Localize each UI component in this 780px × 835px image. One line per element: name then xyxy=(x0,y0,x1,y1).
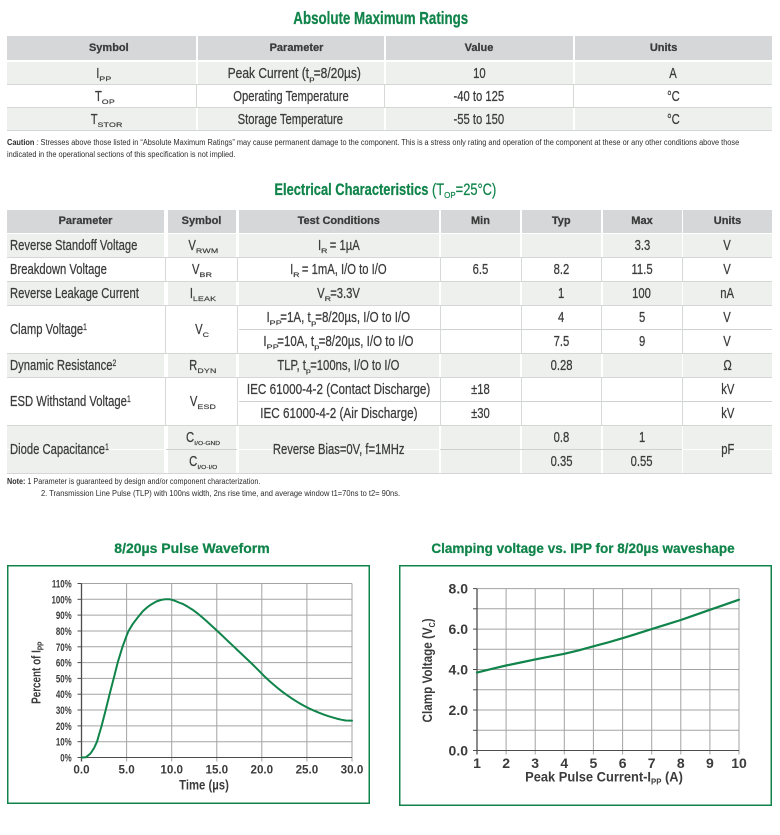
svg-text:0.0: 0.0 xyxy=(449,743,469,759)
svg-text:3: 3 xyxy=(531,755,539,771)
svg-text:15.0: 15.0 xyxy=(205,762,228,776)
svg-text:60%: 60% xyxy=(56,657,72,670)
svg-text:5: 5 xyxy=(590,755,598,771)
svg-text:0%: 0% xyxy=(60,752,72,765)
svg-text:5.0: 5.0 xyxy=(119,762,136,776)
svg-text:1: 1 xyxy=(473,755,481,771)
svg-text:6.0: 6.0 xyxy=(449,621,469,637)
svg-text:4.0: 4.0 xyxy=(449,662,469,678)
svg-text:20%: 20% xyxy=(56,721,72,734)
svg-text:10: 10 xyxy=(731,755,747,771)
svg-text:6: 6 xyxy=(619,755,627,771)
svg-text:25.0: 25.0 xyxy=(296,762,319,776)
svg-text:7: 7 xyxy=(648,755,656,771)
svg-text:50%: 50% xyxy=(56,673,72,686)
svg-text:Peak Pulse Current-IPP (A): Peak Pulse Current-IPP (A) xyxy=(525,769,683,787)
svg-text:110%: 110% xyxy=(52,578,72,591)
svg-text:40%: 40% xyxy=(56,689,72,702)
svg-text:20.0: 20.0 xyxy=(250,762,273,776)
svg-text:70%: 70% xyxy=(56,642,72,655)
svg-text:80%: 80% xyxy=(56,626,72,639)
svg-text:8.0: 8.0 xyxy=(449,581,469,597)
svg-text:4: 4 xyxy=(560,755,568,771)
svg-text:0.0: 0.0 xyxy=(73,762,90,776)
svg-text:90%: 90% xyxy=(56,610,72,623)
svg-text:Time (µs): Time (µs) xyxy=(179,776,229,792)
svg-text:30.0: 30.0 xyxy=(341,762,364,776)
svg-text:9: 9 xyxy=(706,755,714,771)
svg-text:Clamp Voltage (VC): Clamp Voltage (VC) xyxy=(419,618,437,722)
svg-text:100%: 100% xyxy=(51,594,72,607)
svg-text:30%: 30% xyxy=(56,705,72,718)
svg-text:Percent of IPP: Percent of IPP xyxy=(30,642,45,704)
svg-text:10.0: 10.0 xyxy=(160,762,183,776)
svg-text:10%: 10% xyxy=(56,737,72,750)
svg-text:2: 2 xyxy=(502,755,510,771)
svg-text:2.0: 2.0 xyxy=(449,702,469,718)
svg-text:8: 8 xyxy=(677,755,685,771)
